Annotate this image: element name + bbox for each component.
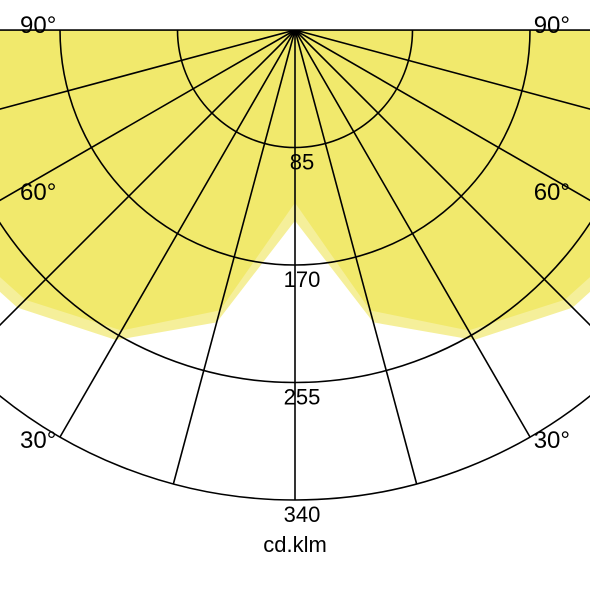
- angle-label-5: 30°: [534, 427, 570, 454]
- angle-label-1: 90°: [534, 12, 570, 39]
- ring-label-170: 170: [284, 267, 321, 292]
- angle-label-4: 30°: [20, 427, 56, 454]
- photometric-polar-chart: 85 170 255 340 90° 90° 60° 60° 30° 30° cd.klm: [0, 0, 590, 590]
- angle-label-3: 60°: [534, 179, 570, 206]
- unit-label: cd.klm: [263, 532, 327, 557]
- ring-label-85: 85: [290, 150, 314, 175]
- ring-label-340: 340: [284, 502, 321, 527]
- ring-label-255: 255: [284, 385, 321, 410]
- angle-label-0: 90°: [20, 12, 56, 39]
- angle-label-2: 60°: [20, 179, 56, 206]
